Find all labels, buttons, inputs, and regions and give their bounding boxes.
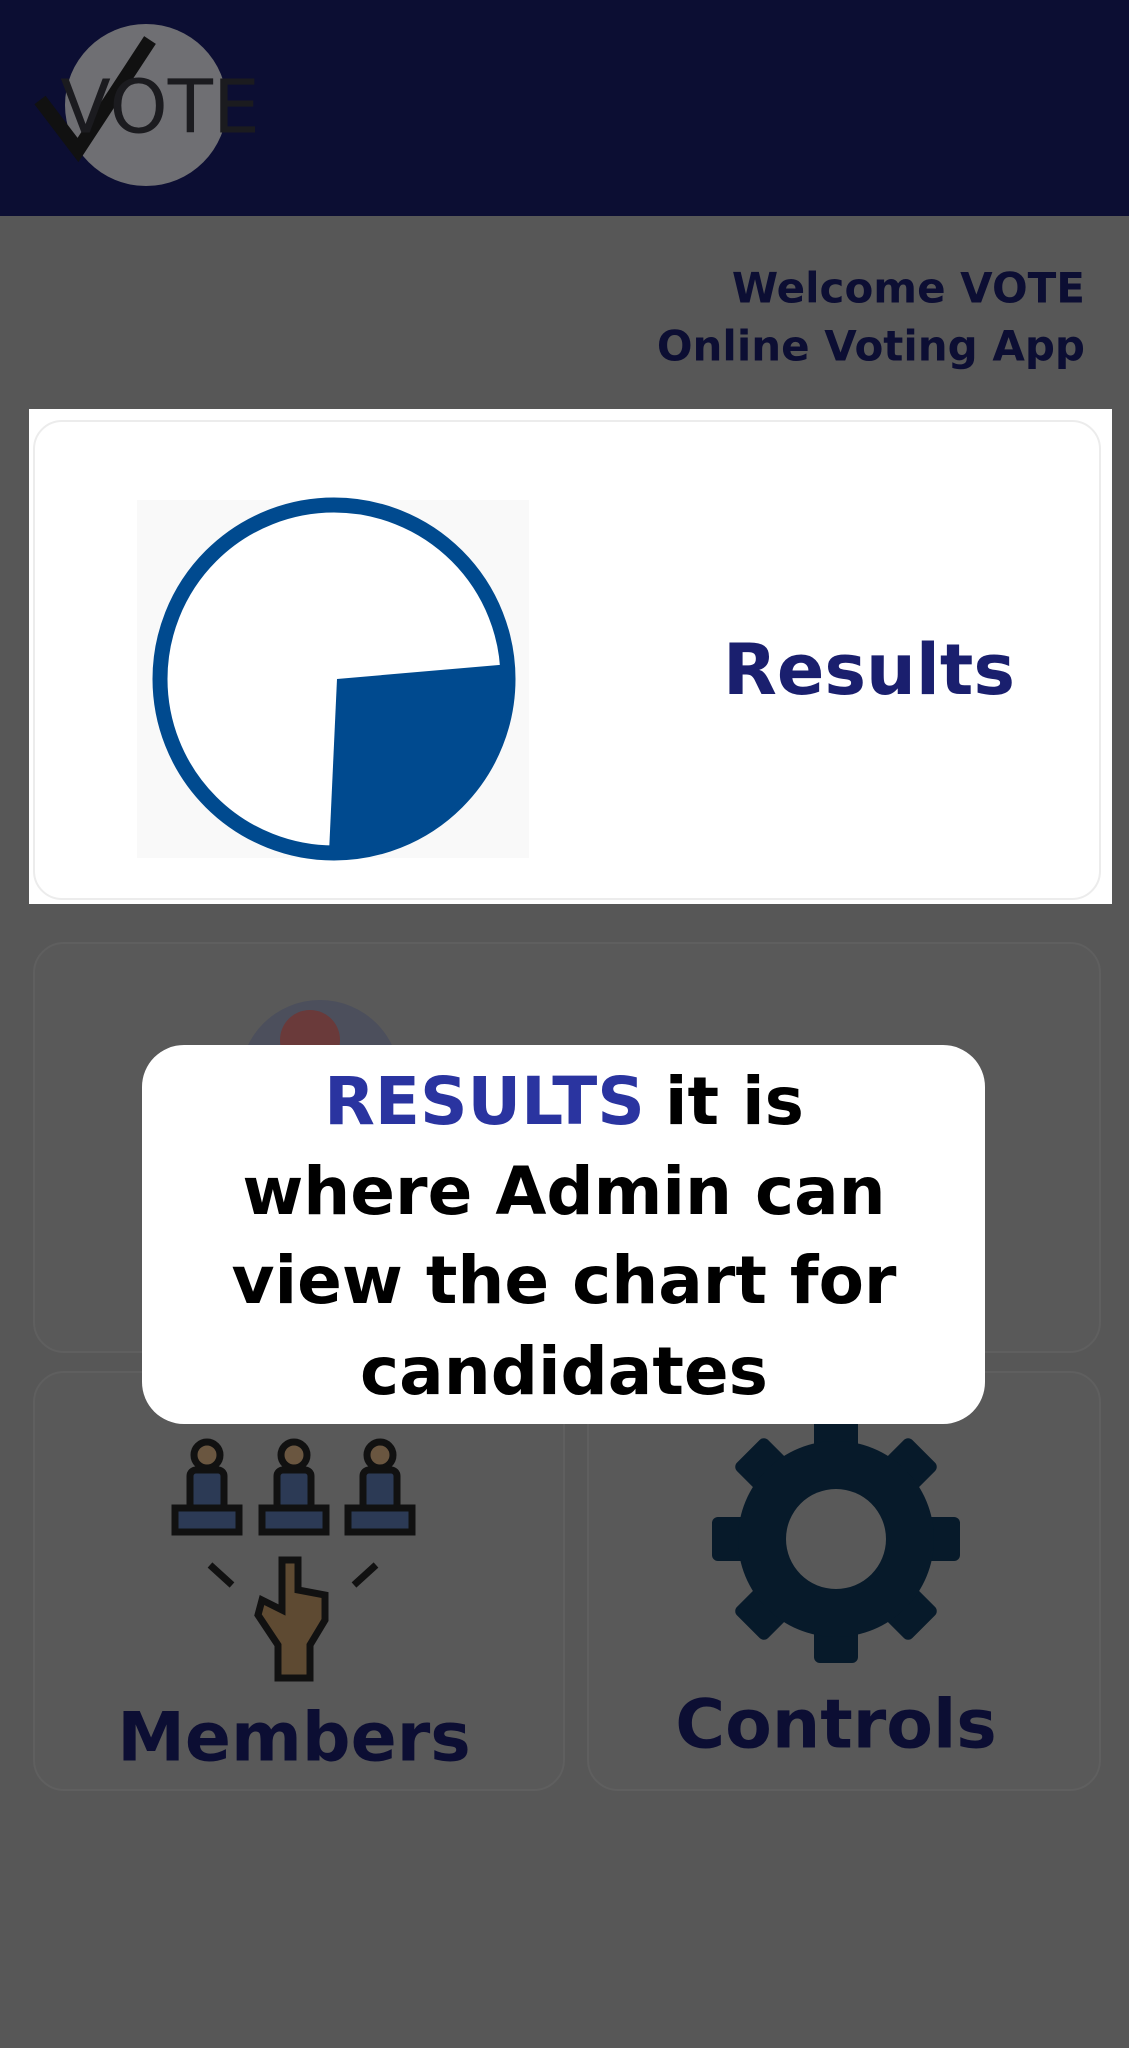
welcome-line: Welcome VOTE	[732, 264, 1085, 313]
logo-check	[34, 36, 156, 163]
tooltip-highlight: RESULTS	[324, 1063, 645, 1140]
results-label: Results	[723, 629, 1015, 711]
results-icon	[137, 497, 529, 861]
logo-text: VOTE	[60, 65, 260, 151]
welcome-line: Online Voting App	[657, 322, 1085, 371]
tooltip-line: candidates	[360, 1333, 768, 1410]
members-label: Members	[117, 1699, 470, 1778]
tooltip-line: view the chart for	[232, 1242, 897, 1319]
tooltip-line: where Admin can	[242, 1153, 885, 1230]
tooltip	[142, 1045, 985, 1424]
controls-label: Controls	[675, 1686, 997, 1765]
members-icon	[171, 1438, 416, 1682]
tooltip-text: it is	[665, 1063, 804, 1140]
logo-circle	[65, 24, 227, 186]
controls-icon	[712, 1415, 960, 1663]
tooltip-line: RESULTS it is	[324, 1063, 804, 1140]
logo: VOTE	[34, 24, 260, 186]
